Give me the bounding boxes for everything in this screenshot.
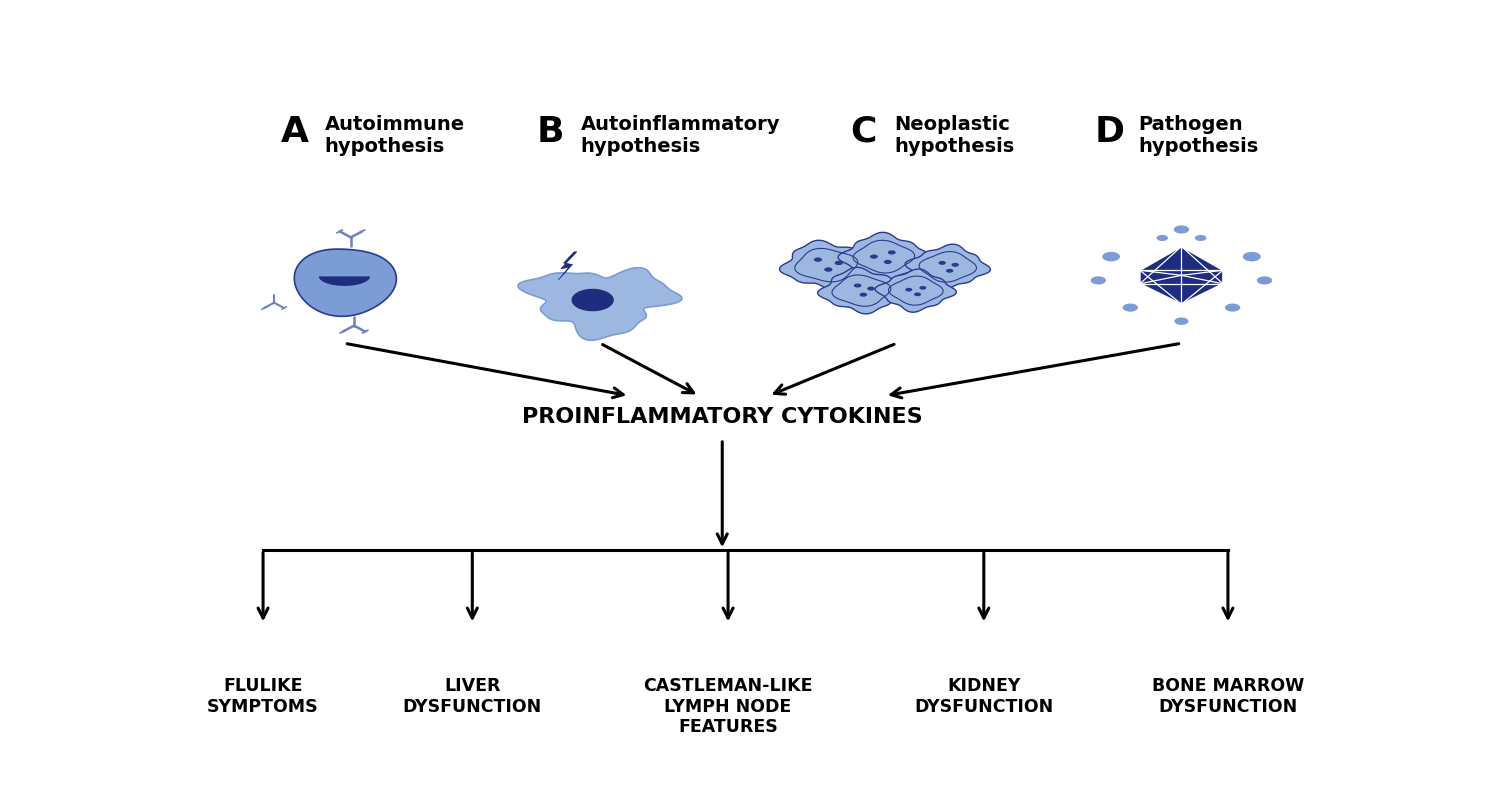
Circle shape: [572, 289, 614, 311]
Circle shape: [1196, 235, 1206, 241]
Circle shape: [1244, 252, 1260, 261]
Circle shape: [939, 261, 946, 265]
Text: D: D: [1094, 115, 1125, 148]
Circle shape: [951, 263, 958, 267]
Circle shape: [1174, 318, 1188, 325]
Circle shape: [1102, 252, 1120, 261]
Circle shape: [1226, 303, 1240, 312]
Polygon shape: [518, 268, 682, 340]
Polygon shape: [294, 249, 396, 316]
Circle shape: [870, 254, 877, 259]
Text: Pathogen
hypothesis: Pathogen hypothesis: [1138, 115, 1258, 156]
Circle shape: [906, 288, 912, 292]
Text: A: A: [280, 115, 309, 148]
Text: CASTLEMAN-LIKE
LYMPH NODE
FEATURES: CASTLEMAN-LIKE LYMPH NODE FEATURES: [644, 677, 813, 736]
Circle shape: [1174, 225, 1190, 233]
Polygon shape: [320, 277, 370, 286]
Circle shape: [1156, 235, 1168, 241]
Polygon shape: [558, 252, 578, 280]
Text: Autoimmune
hypothesis: Autoimmune hypothesis: [324, 115, 465, 156]
Polygon shape: [839, 233, 930, 281]
Polygon shape: [818, 267, 906, 314]
Text: B: B: [537, 115, 564, 148]
Text: FLULIKE
SYMPTOMS: FLULIKE SYMPTOMS: [207, 677, 320, 715]
Text: Autoinflammatory
hypothesis: Autoinflammatory hypothesis: [580, 115, 780, 156]
Circle shape: [834, 261, 843, 265]
Circle shape: [1090, 277, 1106, 285]
Circle shape: [824, 267, 833, 272]
Text: C: C: [850, 115, 876, 148]
Circle shape: [1257, 277, 1272, 285]
Circle shape: [946, 269, 954, 273]
Text: LIVER
DYSFUNCTION: LIVER DYSFUNCTION: [402, 677, 542, 715]
Text: Neoplastic
hypothesis: Neoplastic hypothesis: [894, 115, 1014, 156]
Circle shape: [920, 286, 927, 290]
Polygon shape: [1140, 246, 1222, 304]
Circle shape: [867, 286, 874, 290]
Text: KIDNEY
DYSFUNCTION: KIDNEY DYSFUNCTION: [914, 677, 1053, 715]
Polygon shape: [874, 269, 957, 312]
Circle shape: [888, 250, 896, 254]
Circle shape: [815, 257, 822, 261]
Text: BONE MARROW
DYSFUNCTION: BONE MARROW DYSFUNCTION: [1152, 677, 1304, 715]
Circle shape: [859, 293, 867, 297]
Circle shape: [1122, 303, 1138, 312]
Text: PROINFLAMMATORY CYTOKINES: PROINFLAMMATORY CYTOKINES: [522, 407, 922, 427]
Circle shape: [884, 260, 892, 264]
Circle shape: [914, 293, 921, 296]
Circle shape: [853, 283, 861, 288]
Polygon shape: [904, 244, 990, 290]
Polygon shape: [780, 241, 873, 290]
